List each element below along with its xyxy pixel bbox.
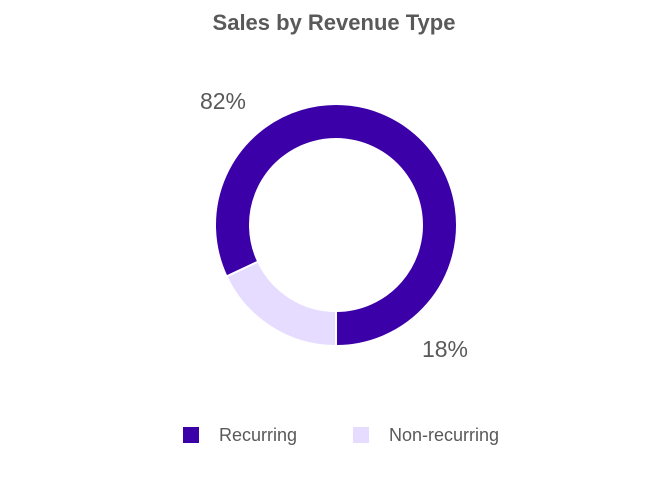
legend-swatch-recurring (183, 427, 199, 443)
legend-item-recurring[interactable]: Recurring (183, 423, 297, 447)
chart-legend: Recurring Non-recurring (0, 423, 672, 447)
donut-slice-non-recurring[interactable] (225, 260, 337, 348)
legend-item-non-recurring[interactable]: Non-recurring (353, 423, 499, 447)
slice-label-non-recurring: 18% (422, 336, 468, 362)
legend-label-recurring: Recurring (219, 424, 298, 445)
legend-swatch-non-recurring (353, 427, 369, 443)
chart-title: Sales by Revenue Type (212, 10, 456, 35)
donut-slice-recurring[interactable] (214, 103, 458, 348)
slice-label-recurring: 82% (200, 88, 246, 114)
legend-label-non-recurring: Non-recurring (389, 424, 500, 445)
